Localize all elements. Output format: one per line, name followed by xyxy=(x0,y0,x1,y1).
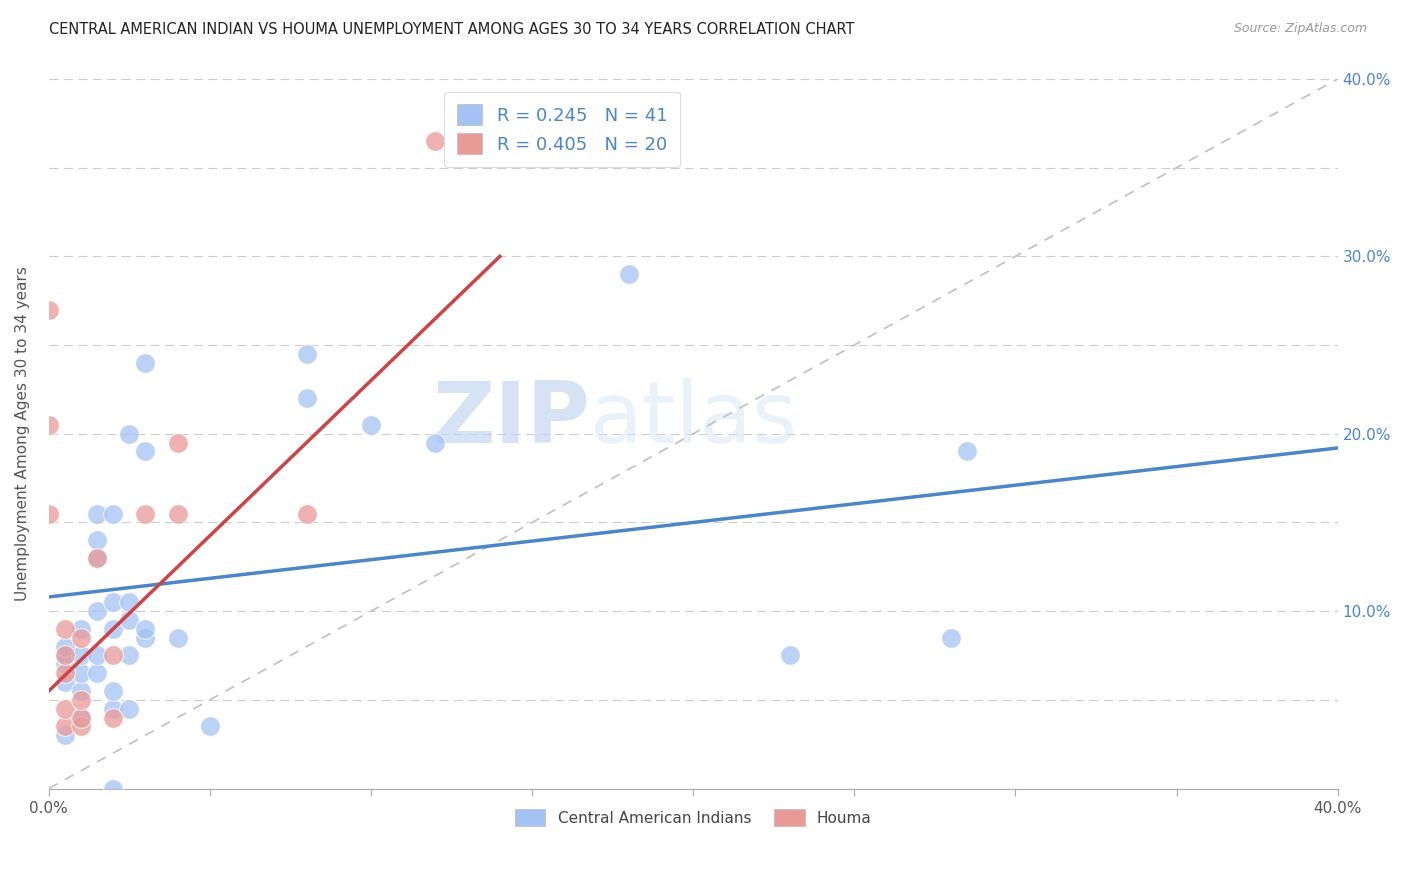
Point xyxy=(86,550,108,565)
Point xyxy=(53,728,76,742)
Point xyxy=(103,781,125,796)
Point xyxy=(166,435,188,450)
Point xyxy=(53,657,76,672)
Point xyxy=(38,302,60,317)
Point xyxy=(70,719,93,733)
Point xyxy=(295,391,318,405)
Point xyxy=(617,267,640,281)
Point xyxy=(103,622,125,636)
Point xyxy=(103,648,125,663)
Point xyxy=(86,550,108,565)
Point xyxy=(86,666,108,681)
Text: ZIP: ZIP xyxy=(432,378,591,461)
Point xyxy=(118,426,141,441)
Point xyxy=(53,648,76,663)
Point xyxy=(53,666,76,681)
Point xyxy=(70,684,93,698)
Point xyxy=(38,507,60,521)
Point xyxy=(939,631,962,645)
Point xyxy=(425,134,447,148)
Point xyxy=(70,710,93,724)
Point xyxy=(53,719,76,733)
Legend: Central American Indians, Houma: Central American Indians, Houma xyxy=(508,801,879,834)
Point xyxy=(166,631,188,645)
Text: atlas: atlas xyxy=(591,378,799,461)
Point xyxy=(103,702,125,716)
Point xyxy=(295,507,318,521)
Point xyxy=(53,622,76,636)
Point xyxy=(360,417,382,432)
Point xyxy=(53,648,76,663)
Point xyxy=(86,648,108,663)
Point xyxy=(134,507,156,521)
Point xyxy=(103,595,125,609)
Point xyxy=(134,622,156,636)
Point xyxy=(118,595,141,609)
Point xyxy=(118,613,141,627)
Point xyxy=(425,435,447,450)
Point xyxy=(70,693,93,707)
Point xyxy=(134,631,156,645)
Point xyxy=(118,702,141,716)
Point xyxy=(53,640,76,654)
Point xyxy=(86,507,108,521)
Point xyxy=(103,684,125,698)
Point xyxy=(134,356,156,370)
Point xyxy=(134,444,156,458)
Point xyxy=(103,710,125,724)
Point xyxy=(118,648,141,663)
Point xyxy=(53,702,76,716)
Point xyxy=(70,648,93,663)
Point xyxy=(53,675,76,690)
Point xyxy=(198,719,221,733)
Point xyxy=(295,347,318,361)
Point xyxy=(70,622,93,636)
Point xyxy=(38,417,60,432)
Text: Source: ZipAtlas.com: Source: ZipAtlas.com xyxy=(1233,22,1367,36)
Point xyxy=(779,648,801,663)
Point xyxy=(70,710,93,724)
Point xyxy=(103,507,125,521)
Point xyxy=(86,604,108,618)
Text: CENTRAL AMERICAN INDIAN VS HOUMA UNEMPLOYMENT AMONG AGES 30 TO 34 YEARS CORRELAT: CENTRAL AMERICAN INDIAN VS HOUMA UNEMPLO… xyxy=(49,22,855,37)
Point xyxy=(70,631,93,645)
Y-axis label: Unemployment Among Ages 30 to 34 years: Unemployment Among Ages 30 to 34 years xyxy=(15,267,30,601)
Point xyxy=(86,533,108,548)
Point xyxy=(70,666,93,681)
Point xyxy=(166,507,188,521)
Point xyxy=(956,444,979,458)
